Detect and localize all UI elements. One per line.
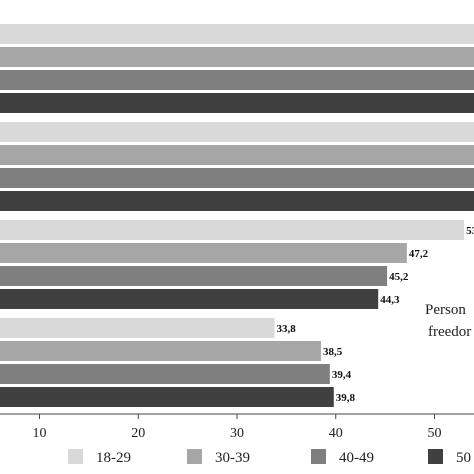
bar-value-label: 38,5 xyxy=(323,346,343,358)
legend-label: 18-29 xyxy=(96,450,131,466)
annotation-text: Person xyxy=(425,302,466,318)
bar-g2-s0 xyxy=(0,220,465,240)
bar-value-label: 45,2 xyxy=(389,271,409,283)
bar-g0-s1 xyxy=(0,47,474,67)
bar-g1-s3 xyxy=(0,191,474,211)
legend-label: 50 xyxy=(456,450,471,466)
legend-swatch xyxy=(428,449,443,464)
bar-g3-s3 xyxy=(0,387,334,407)
legend-label: 40-49 xyxy=(339,450,374,466)
bar-g2-s3 xyxy=(0,289,379,309)
bar-value-label: 47,2 xyxy=(409,248,429,260)
bar-g1-s1 xyxy=(0,145,474,165)
bar-g1-s2 xyxy=(0,168,474,188)
bar-g2-s2 xyxy=(0,266,388,286)
legend-swatch xyxy=(68,449,83,464)
x-tick-label: 50 xyxy=(428,426,442,441)
bar-g0-s3 xyxy=(0,93,474,113)
bar-value-label: 33,8 xyxy=(277,323,297,335)
x-tick-label: 40 xyxy=(329,426,343,441)
bar-labels-layer: 53, 47,245,2 44,3 33,8 38,5 39,4 39,8 xyxy=(277,225,474,404)
x-axis-ticks: 10 20 30 40 50 xyxy=(33,414,442,441)
bar-g3-s2 xyxy=(0,364,330,384)
bar-value-label: 39,4 xyxy=(332,369,352,381)
bar-g0-s0 xyxy=(0,24,474,44)
bars-layer xyxy=(0,24,474,407)
bar-g0-s2 xyxy=(0,70,474,90)
bar-value-label: 53, xyxy=(466,225,474,237)
bar-value-label: 44,3 xyxy=(380,294,400,306)
bar-g3-s1 xyxy=(0,341,321,361)
legend-swatch xyxy=(187,449,202,464)
legend-swatch xyxy=(311,449,326,464)
bar-g1-s0 xyxy=(0,122,474,142)
legend-label: 30-39 xyxy=(215,450,250,466)
x-tick-label: 30 xyxy=(230,426,244,441)
x-tick-label: 20 xyxy=(131,426,145,441)
legend: 18-29 30-39 40-49 50 xyxy=(68,449,471,466)
annotation-layer: Person freedor xyxy=(425,302,471,340)
annotation-text: freedor xyxy=(428,324,471,340)
bar-g3-s0 xyxy=(0,318,275,338)
bar-value-label: 39,8 xyxy=(336,392,356,404)
x-tick-label: 10 xyxy=(33,426,47,441)
bar-g2-s1 xyxy=(0,243,407,263)
